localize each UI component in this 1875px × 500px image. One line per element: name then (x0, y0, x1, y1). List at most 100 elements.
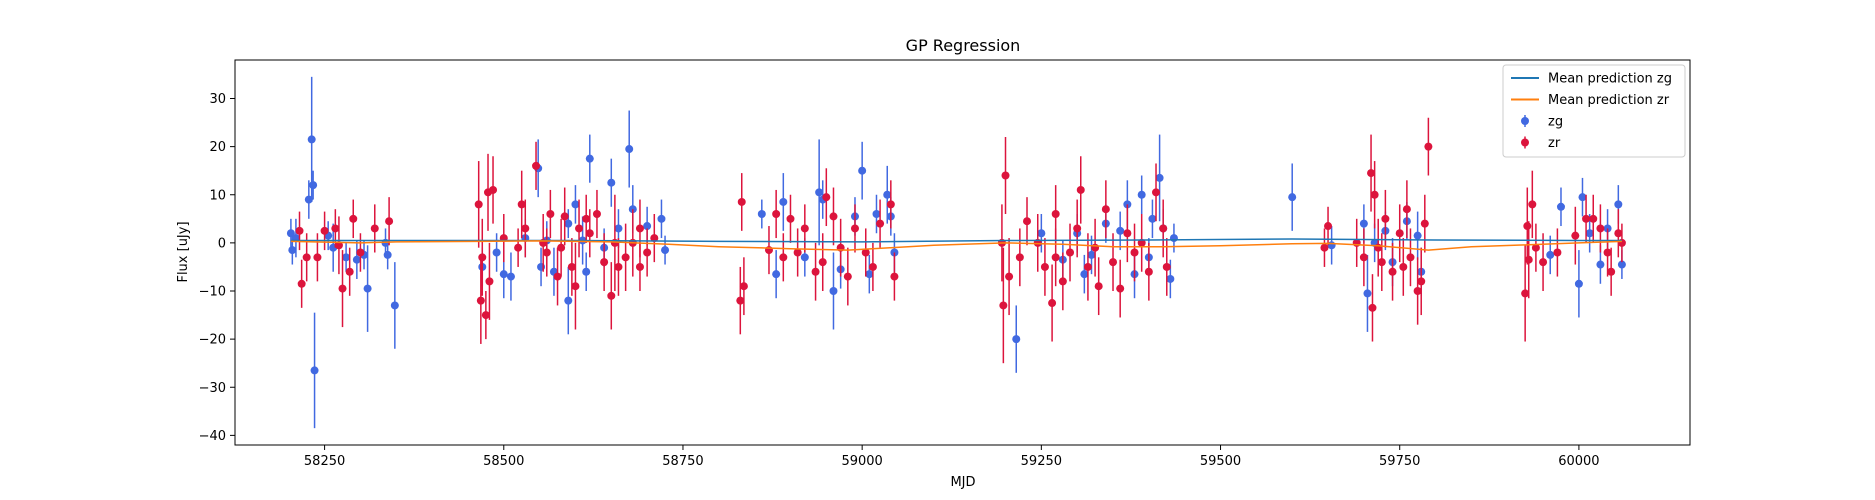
data-point (1370, 190, 1379, 199)
data-point (1005, 272, 1014, 281)
legend-marker-swatch (1521, 117, 1529, 125)
legend-marker-swatch (1521, 138, 1529, 147)
data-point (614, 262, 623, 271)
data-point (331, 224, 340, 233)
x-tick-label: 58500 (483, 454, 524, 469)
data-point (779, 197, 788, 206)
data-point (560, 212, 569, 221)
data-point (481, 311, 490, 320)
data-point (1614, 200, 1623, 209)
data-point (567, 262, 576, 271)
data-point (582, 214, 591, 223)
legend-entry-label: Mean prediction zr (1548, 93, 1670, 108)
series-layer (286, 76, 1626, 429)
data-point (868, 262, 877, 271)
legend: Mean prediction zg Mean prediction zr zg zr (1502, 64, 1686, 158)
data-point (307, 135, 316, 144)
data-point (1596, 260, 1605, 269)
data-point (1596, 224, 1605, 233)
data-point (1402, 205, 1411, 214)
data-point (1155, 173, 1164, 182)
data-point (1058, 277, 1067, 286)
data-point (385, 217, 394, 226)
data-point (1582, 214, 1591, 223)
data-point (621, 253, 630, 262)
x-tick-label: 58250 (304, 454, 345, 469)
data-point (772, 270, 781, 279)
y-axis-label: Flux [uJy] (176, 221, 191, 282)
data-point (485, 277, 494, 286)
data-point (352, 255, 361, 264)
data-point (739, 282, 748, 291)
data-point (1137, 238, 1146, 247)
series-zr-points (295, 117, 1626, 364)
data-point (1087, 250, 1096, 259)
data-point (625, 145, 634, 154)
data-point (793, 248, 802, 257)
data-point (310, 366, 319, 375)
data-point (1048, 299, 1057, 308)
data-point (1359, 219, 1368, 228)
x-tick-label: 59250 (1021, 454, 1062, 469)
x-tick-label: 59000 (841, 454, 882, 469)
y-tick-label: 10 (209, 188, 226, 203)
data-point (772, 210, 781, 218)
data-point (1381, 214, 1390, 223)
data-point (1367, 169, 1376, 178)
data-point (1094, 282, 1103, 291)
data-point (1152, 188, 1161, 197)
data-point (872, 210, 881, 218)
data-point (1388, 267, 1397, 276)
data-point (600, 258, 609, 267)
data-point (1603, 248, 1612, 257)
data-point (1076, 185, 1085, 194)
data-point (1288, 193, 1297, 202)
data-point (1528, 200, 1537, 209)
data-point (643, 222, 652, 231)
data-point (1012, 335, 1021, 344)
chart-title: GP Regression (906, 36, 1021, 55)
data-point (815, 188, 824, 197)
data-point (1413, 287, 1422, 295)
data-point (320, 226, 329, 235)
data-point (1130, 248, 1139, 257)
data-point (564, 296, 573, 305)
data-point (1144, 267, 1153, 276)
data-point (1571, 231, 1580, 240)
data-point (295, 226, 304, 235)
legend-entry-label: Mean prediction zg (1548, 72, 1672, 87)
data-point (286, 229, 295, 238)
data-point (489, 185, 498, 194)
data-point (474, 200, 483, 209)
data-point (390, 301, 399, 310)
data-point (1524, 255, 1533, 264)
data-point (1368, 303, 1377, 312)
data-point (890, 272, 899, 281)
x-axis-label: MJD (950, 475, 975, 490)
data-point (858, 166, 867, 175)
data-point (876, 219, 885, 228)
data-point (886, 200, 895, 209)
data-point (1109, 258, 1118, 267)
data-point (1001, 171, 1010, 180)
data-point (1553, 248, 1562, 257)
data-point (1531, 243, 1540, 252)
data-point (635, 224, 644, 233)
data-point (1359, 253, 1368, 262)
data-point (1363, 289, 1372, 298)
data-point (1101, 205, 1110, 214)
data-point (476, 296, 485, 305)
x-axis: 58250 58500 58750 59000 59250 59500 59750 60000 (304, 445, 1600, 469)
data-point (657, 214, 666, 223)
data-point (297, 279, 306, 288)
mean-prediction-line (290, 240, 1622, 251)
data-point (1123, 229, 1132, 238)
data-point (1413, 231, 1422, 240)
data-point (542, 248, 551, 257)
data-point (1051, 253, 1060, 262)
data-point (1091, 243, 1100, 252)
data-point (786, 214, 795, 223)
data-point (553, 272, 562, 281)
data-point (521, 224, 530, 233)
